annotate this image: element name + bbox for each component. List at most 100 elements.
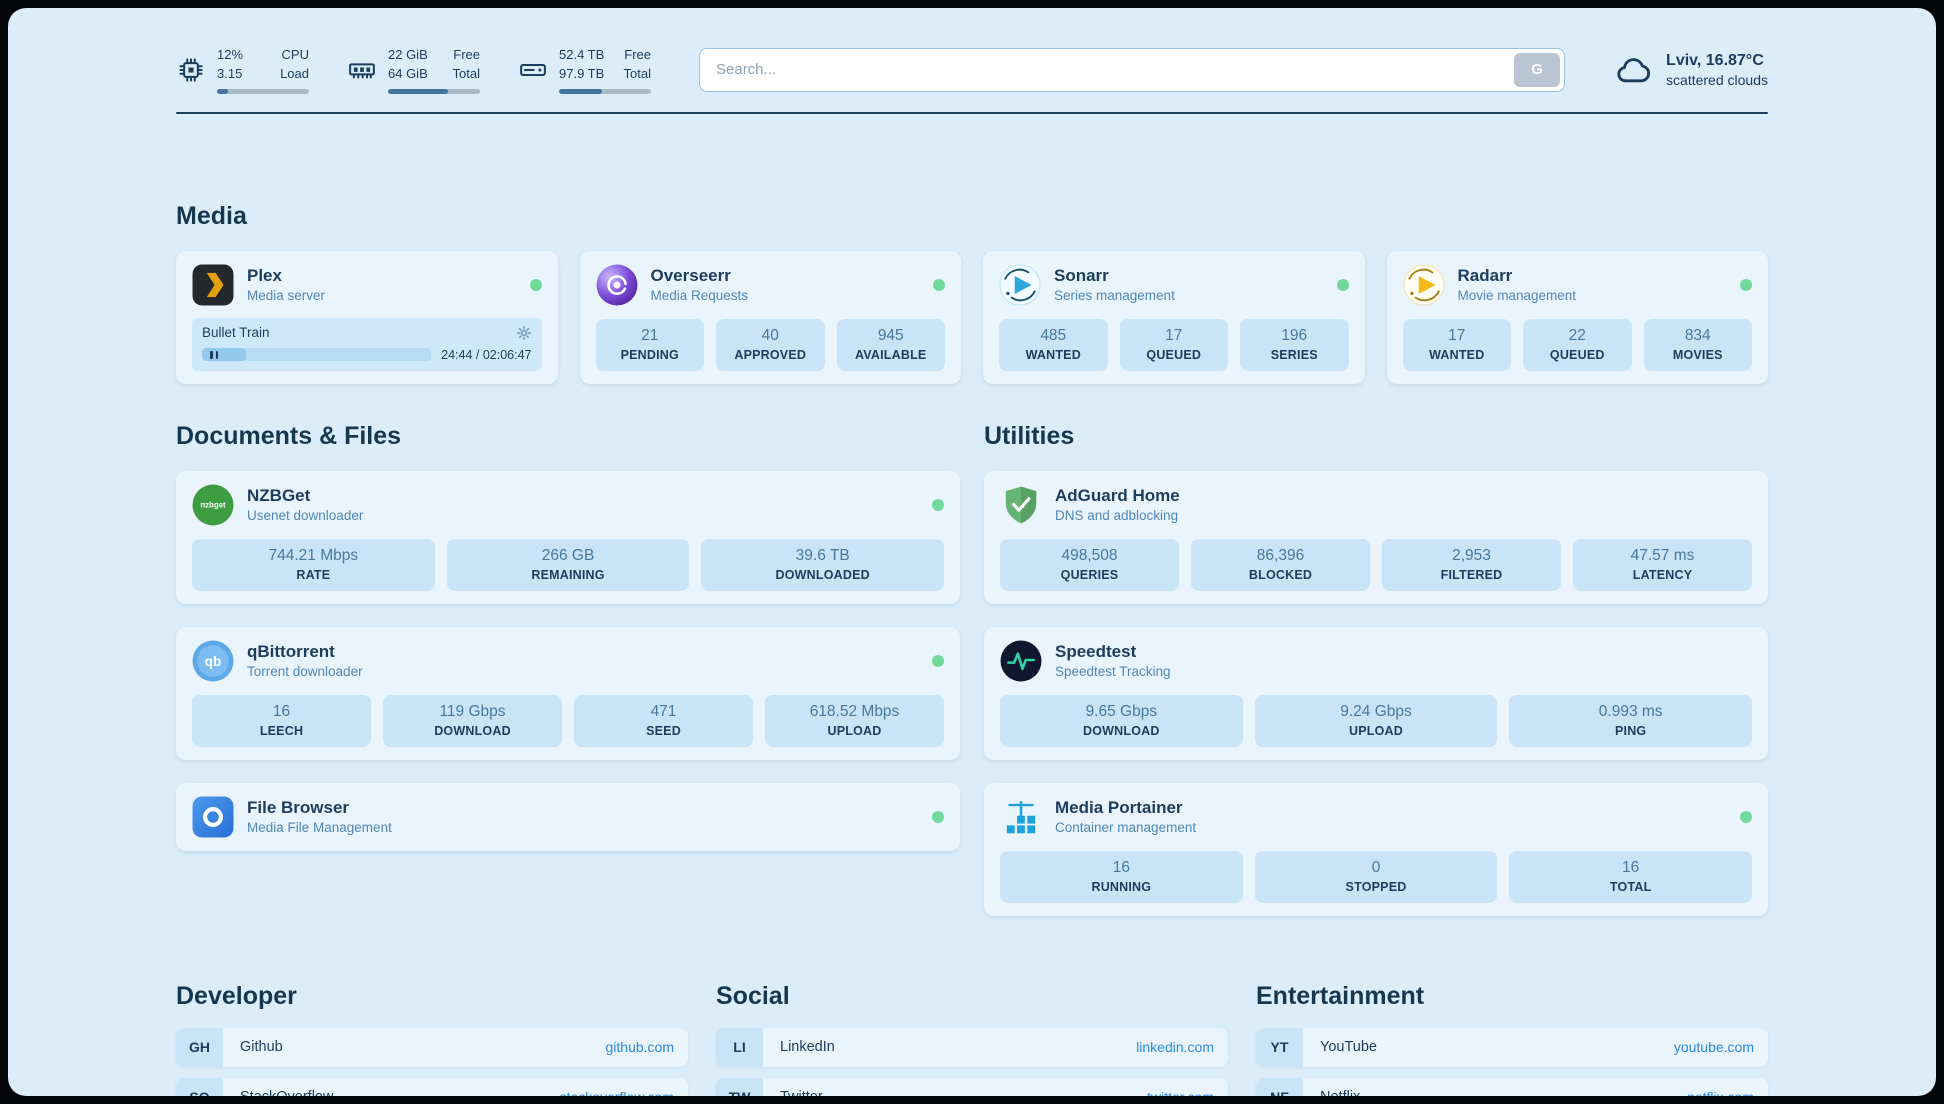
memory-total-label: Total	[452, 65, 480, 81]
stat-block: 16 RUNNING	[1000, 850, 1243, 903]
memory-free-label: Free	[453, 47, 480, 62]
section-documents: Documents & Files nzbget NZBGet Usenet d…	[176, 422, 960, 851]
status-dot	[1336, 278, 1349, 291]
stat-label: SEED	[646, 723, 681, 738]
stat-value: 9.24 Gbps	[1340, 702, 1412, 720]
radarr-card[interactable]: Radarr Movie management 17 WANTED 22 QUE…	[1386, 250, 1768, 384]
stat-label: WANTED	[1429, 347, 1485, 362]
stat-label: BLOCKED	[1248, 567, 1313, 582]
bookmark-github[interactable]: GH Github github.com	[176, 1027, 688, 1067]
cpu-widget: 12% 3.15 CPU Load	[176, 46, 309, 94]
stat-block: 40 APPROVED	[716, 318, 825, 371]
status-dot	[932, 654, 944, 667]
service-subtitle: Media File Management	[247, 820, 392, 836]
cpu-load-label: Load	[280, 65, 309, 81]
playback-progress-bar[interactable]	[202, 348, 432, 362]
header-divider	[176, 111, 1768, 114]
speedtest-card[interactable]: Speedtest Speedtest Tracking 9.65 Gbps D…	[984, 626, 1768, 760]
section-title-media: Media	[176, 201, 247, 230]
search-input[interactable]	[699, 47, 1566, 92]
sonarr-icon	[999, 264, 1041, 306]
stat-value: 196	[1281, 326, 1308, 344]
nzbget-card[interactable]: nzbget NZBGet Usenet downloader 744.21 M…	[176, 470, 960, 604]
stat-block: 471 SEED	[574, 694, 753, 747]
service-stats: 485 WANTED 17 QUEUED 196 SERIES	[999, 318, 1349, 371]
stat-value: 485	[1040, 326, 1067, 344]
stat-block: 17 WANTED	[1402, 318, 1511, 371]
stat-block: 618.52 Mbps UPLOAD	[765, 694, 944, 747]
bookmark-abbr: SO	[176, 1077, 223, 1096]
stat-label: FILTERED	[1440, 567, 1503, 582]
bookmark-stackoverflow[interactable]: SO StackOverflow stackoverflow.com	[176, 1077, 688, 1096]
bookmark-name: LinkedIn	[780, 1039, 835, 1056]
status-dot	[1740, 810, 1752, 823]
memory-widget: 22 GiB 64 GiB Free Total	[347, 46, 480, 94]
bookmark-name: Netflix	[1320, 1089, 1360, 1096]
stat-label: QUEUED	[1549, 347, 1605, 362]
stat-block: 485 WANTED	[999, 318, 1108, 371]
memory-icon	[347, 55, 377, 85]
stat-block: 0 STOPPED	[1254, 850, 1498, 903]
stat-value: 47.57 ms	[1630, 546, 1695, 564]
overseerr-card[interactable]: Overseerr Media Requests 21 PENDING 40 A…	[579, 250, 961, 384]
service-subtitle: Torrent downloader	[247, 664, 363, 680]
service-subtitle: Media server	[247, 288, 326, 304]
stat-label: SERIES	[1270, 347, 1318, 362]
stat-value: 0	[1371, 858, 1381, 876]
stat-label: DOWNLOADED	[775, 567, 870, 582]
cpu-load-value: 3.15	[217, 65, 243, 81]
stat-value: 16	[1622, 858, 1640, 876]
stat-block: 21 PENDING	[595, 318, 704, 371]
service-subtitle: Media Requests	[650, 288, 749, 304]
stat-label: LEECH	[259, 723, 304, 738]
adguard-card[interactable]: AdGuard Home DNS and adblocking 498,508 …	[984, 470, 1768, 604]
service-name: Overseerr	[650, 266, 731, 286]
section-title-social: Social	[716, 981, 790, 1010]
plex-card[interactable]: Plex Media server Bullet Train	[176, 250, 558, 384]
stat-label: RATE	[296, 567, 331, 582]
stat-value: 17	[1165, 326, 1183, 344]
service-name: Media Portainer	[1055, 798, 1183, 818]
stat-label: UPLOAD	[827, 723, 882, 738]
now-playing-title: Bullet Train	[202, 325, 270, 341]
stat-value: 744.21 Mbps	[268, 546, 359, 564]
qbittorrent-card[interactable]: qb qBittorrent Torrent downloader 16	[176, 626, 960, 760]
bookmark-netflix[interactable]: NF Netflix netflix.com	[1256, 1077, 1768, 1096]
section-media: Media Plex Media server	[176, 202, 1768, 384]
stat-block: 266 GB REMAINING	[446, 538, 690, 591]
bookmark-url: github.com	[605, 1039, 674, 1056]
bookmark-url: netflix.com	[1687, 1089, 1754, 1096]
weather-location: Lviv, 16.87°C	[1666, 51, 1764, 69]
service-name: NZBGet	[247, 486, 311, 506]
stat-label: DOWNLOAD	[1083, 723, 1160, 738]
stat-value: 0.993 ms	[1598, 702, 1663, 720]
disk-free-value: 52.4 TB	[559, 47, 605, 62]
pause-icon[interactable]	[210, 350, 218, 359]
adguard-shield-icon	[1000, 484, 1042, 526]
service-subtitle: Series management	[1054, 288, 1175, 304]
bookmark-youtube[interactable]: YT YouTube youtube.com	[1256, 1027, 1768, 1067]
status-dot	[932, 810, 944, 823]
status-dot	[529, 278, 542, 291]
gear-icon[interactable]	[516, 325, 532, 341]
portainer-card[interactable]: Media Portainer Container management 16 …	[984, 782, 1768, 916]
filebrowser-icon	[192, 796, 234, 838]
stat-label: QUERIES	[1060, 567, 1119, 582]
bookmark-linkedin[interactable]: LI LinkedIn linkedin.com	[716, 1027, 1228, 1067]
stat-value: 2,953	[1452, 546, 1491, 564]
memory-total-value: 64 GiB	[388, 65, 428, 81]
stat-label: AVAILABLE	[855, 347, 927, 362]
service-subtitle: Container management	[1055, 820, 1197, 836]
stat-label: TOTAL	[1609, 879, 1652, 894]
filebrowser-card[interactable]: File Browser Media File Management	[176, 782, 960, 851]
stat-value: 16	[272, 702, 291, 720]
bookmark-abbr: NF	[1256, 1077, 1303, 1096]
sonarr-card[interactable]: Sonarr Series management 485 WANTED 17 Q…	[983, 250, 1365, 384]
weather-condition: scattered clouds	[1666, 71, 1768, 88]
stat-value: 86,396	[1256, 546, 1305, 564]
bookmark-twitter[interactable]: TW Twitter twitter.com	[716, 1077, 1228, 1096]
overseerr-icon	[596, 264, 638, 306]
search-go-button[interactable]: G	[1514, 52, 1561, 87]
stat-label: PING	[1614, 723, 1647, 738]
stat-value: 834	[1684, 326, 1711, 344]
